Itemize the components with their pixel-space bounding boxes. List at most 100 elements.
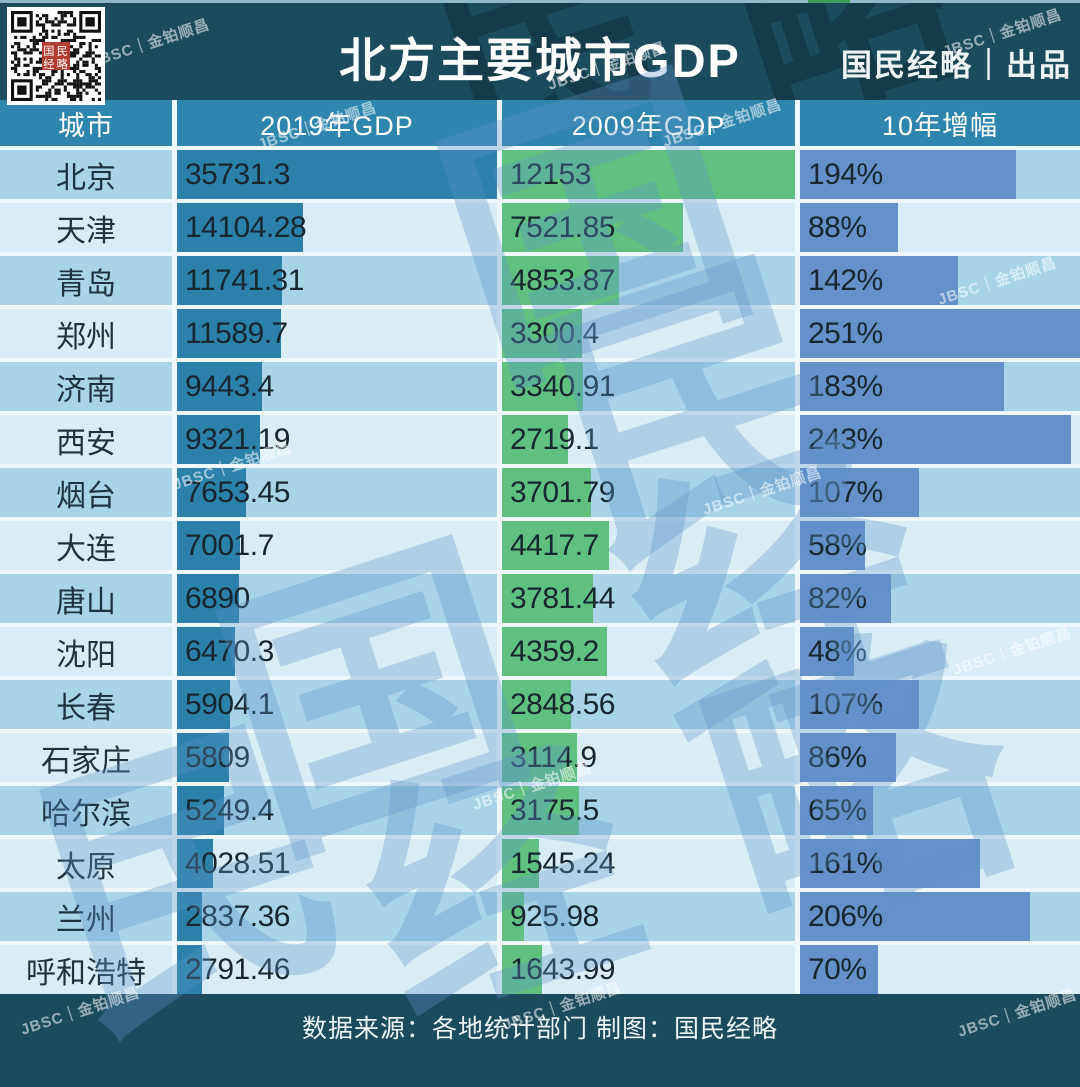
growth-bar — [800, 150, 1017, 199]
growth-value: 243% — [808, 422, 883, 456]
gdp2019-cell: 5809 — [177, 733, 497, 782]
gdp2009-cell: 3340.91 — [502, 362, 795, 411]
gdp2019-value: 35731.3 — [185, 157, 290, 191]
growth-value: 107% — [808, 475, 883, 509]
growth-bar — [800, 945, 879, 994]
gdp2009-bar — [502, 574, 594, 623]
gdp2019-value: 5904.1 — [185, 687, 274, 721]
growth-value: 183% — [808, 369, 883, 403]
gdp2019-cell: 11741.31 — [177, 256, 497, 305]
growth-bar — [800, 309, 1080, 358]
gdp2009-value: 3340.91 — [510, 369, 615, 403]
gdp2019-value: 7001.7 — [185, 528, 274, 562]
city-cell: 呼和浩特 — [0, 945, 172, 994]
gdp2019-bar — [177, 574, 239, 623]
gdp2009-bar — [502, 468, 592, 517]
gdp2019-value: 6470.3 — [185, 634, 274, 668]
city-cell: 石家庄 — [0, 733, 172, 782]
gdp2009-bar — [502, 203, 684, 252]
gdp2009-bar — [502, 839, 540, 888]
growth-cell: 48% — [800, 627, 1080, 676]
gdp2009-bar — [502, 680, 571, 729]
gdp2009-bar — [502, 150, 795, 199]
gdp2019-bar — [177, 362, 262, 411]
gdp2019-bar — [177, 415, 261, 464]
gdp2019-bar — [177, 839, 214, 888]
gdp2019-value: 14104.28 — [185, 210, 307, 244]
growth-cell: 161% — [800, 839, 1080, 888]
gdp2019-cell: 9321.19 — [177, 415, 497, 464]
gdp2009-value: 7521.85 — [510, 210, 615, 244]
growth-cell: 243% — [800, 415, 1080, 464]
gdp2009-cell: 3300.4 — [502, 309, 795, 358]
gdp2009-cell: 7521.85 — [502, 203, 795, 252]
gdp-table: 城市 2019年GDP 2009年GDP 10年增幅 北京 35731.3 1215… — [0, 100, 1080, 994]
svg-text:略: 略 — [57, 57, 68, 71]
gdp2009-value: 3175.5 — [510, 793, 599, 827]
growth-bar — [800, 415, 1072, 464]
gdp2009-value: 2848.56 — [510, 687, 615, 721]
growth-cell: 142% — [800, 256, 1080, 305]
gdp2019-cell: 4028.51 — [177, 839, 497, 888]
city-cell: 西安 — [0, 415, 172, 464]
growth-cell: 70% — [800, 945, 1080, 994]
header-band: 民 略 北方主要城市GDP 国民经略｜出品 — [0, 0, 1080, 100]
gdp2009-bar — [502, 362, 583, 411]
column-header-growth: 10年增幅 — [800, 100, 1080, 146]
svg-text:民: 民 — [57, 45, 68, 58]
growth-bar — [800, 627, 854, 676]
data-source-note: 数据来源：各地统计部门 制图：国民经略 — [302, 1014, 778, 1043]
qr-code: 国民经略 — [7, 7, 105, 105]
city-cell: 哈尔滨 — [0, 786, 172, 835]
gdp2019-cell: 11589.7 — [177, 309, 497, 358]
gdp2009-bar — [502, 945, 542, 994]
growth-bar — [800, 839, 980, 888]
growth-value: 88% — [808, 210, 867, 244]
growth-cell: 82% — [800, 574, 1080, 623]
gdp2009-value: 12153 — [510, 157, 591, 191]
gdp2019-value: 2837.36 — [185, 899, 290, 933]
growth-value: 142% — [808, 263, 883, 297]
gdp2019-bar — [177, 627, 235, 676]
gdp2019-cell: 9443.4 — [177, 362, 497, 411]
gdp2009-value: 1643.99 — [510, 952, 615, 986]
growth-cell: 65% — [800, 786, 1080, 835]
city-cell: 长春 — [0, 680, 172, 729]
city-cell: 沈阳 — [0, 627, 172, 676]
column-header-gdp2009: 2009年GDP — [502, 100, 795, 146]
gdp2019-cell: 7001.7 — [177, 521, 497, 570]
growth-value: 65% — [808, 793, 867, 827]
gdp2019-value: 5249.4 — [185, 793, 274, 827]
gdp2019-cell: 6470.3 — [177, 627, 497, 676]
gdp2009-cell: 3701.79 — [502, 468, 795, 517]
gdp2009-bar — [502, 733, 578, 782]
growth-cell: 194% — [800, 150, 1080, 199]
gdp2009-bar — [502, 415, 568, 464]
growth-bar — [800, 574, 892, 623]
gdp2019-value: 9321.19 — [185, 422, 290, 456]
gdp2019-cell: 6890 — [177, 574, 497, 623]
growth-value: 70% — [808, 952, 867, 986]
gdp2019-bar — [177, 680, 230, 729]
gdp2019-value: 11589.7 — [185, 316, 288, 350]
growth-value: 161% — [808, 846, 883, 880]
gdp2009-cell: 2719.1 — [502, 415, 795, 464]
gdp2019-value: 9443.4 — [185, 369, 274, 403]
city-cell: 青岛 — [0, 256, 172, 305]
column-header-gdp2019: 2019年GDP — [177, 100, 497, 146]
growth-bar — [800, 521, 865, 570]
gdp2019-bar — [177, 521, 240, 570]
growth-bar — [800, 468, 920, 517]
gdp2009-cell: 12153 — [502, 150, 795, 199]
svg-text:经: 经 — [43, 58, 54, 71]
growth-cell: 107% — [800, 468, 1080, 517]
gdp2009-value: 3701.79 — [510, 475, 615, 509]
growth-value: 194% — [808, 157, 883, 191]
gdp2009-value: 3114.9 — [510, 740, 597, 774]
city-cell: 济南 — [0, 362, 172, 411]
gdp2009-cell: 3114.9 — [502, 733, 795, 782]
gdp2019-bar — [177, 309, 281, 358]
growth-value: 48% — [808, 634, 867, 668]
gdp2019-value: 7653.45 — [185, 475, 290, 509]
gdp2009-cell: 4359.2 — [502, 627, 795, 676]
